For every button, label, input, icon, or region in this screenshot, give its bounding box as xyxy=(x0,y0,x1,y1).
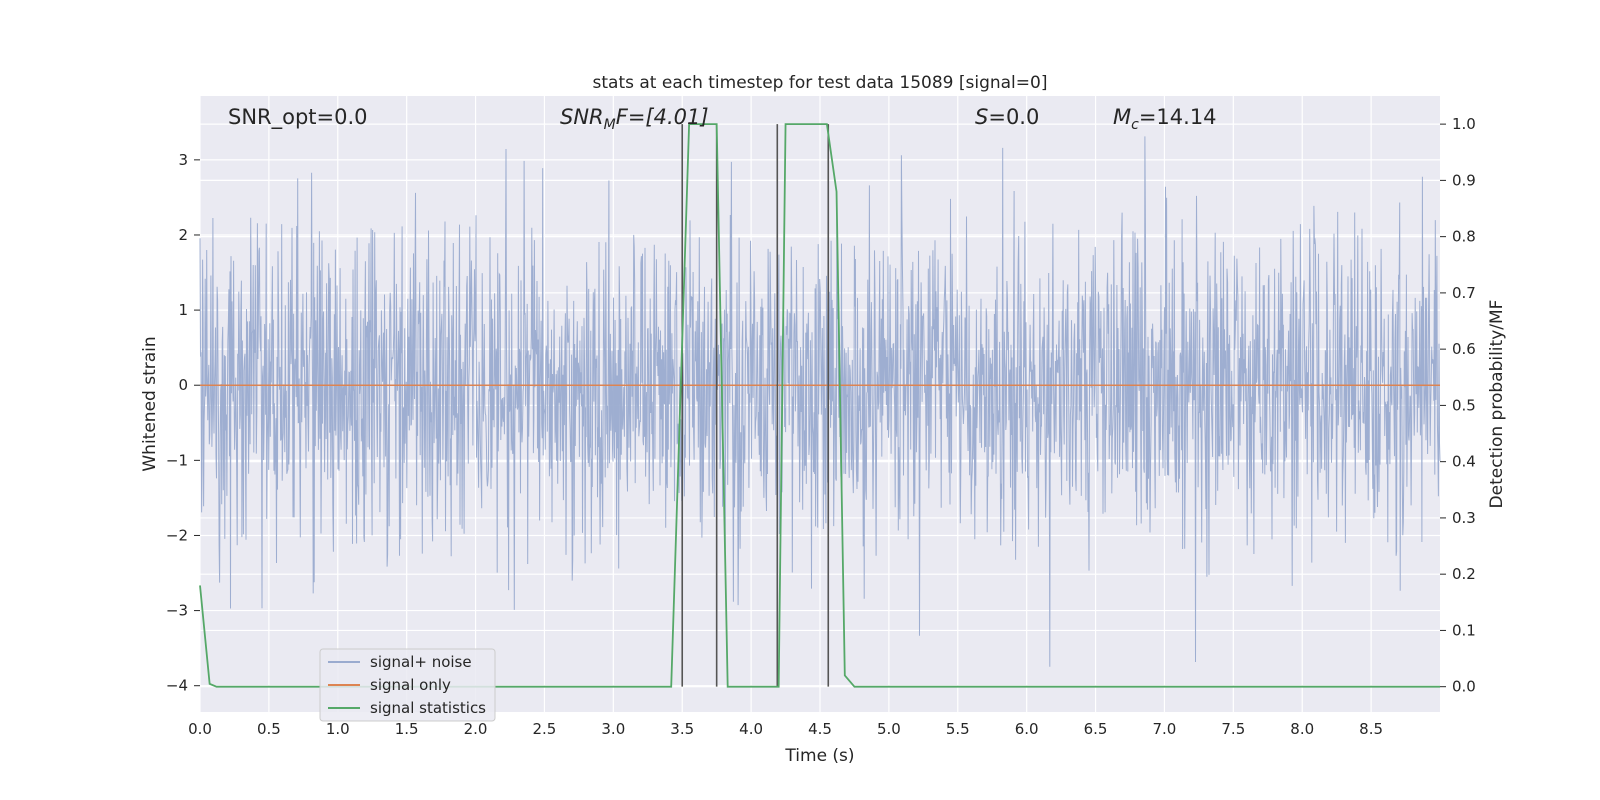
legend-label-signal-noise: signal+ noise xyxy=(370,653,472,671)
x-tick-label: 6.0 xyxy=(1015,720,1039,738)
x-tick-label: 0.0 xyxy=(188,720,212,738)
noise-line xyxy=(199,136,1441,667)
x-tick-label: 8.5 xyxy=(1359,720,1383,738)
vertical-markers xyxy=(681,124,830,687)
y-tick-label-left: 0 xyxy=(178,376,188,394)
annotation-mc-main: M xyxy=(1113,105,1131,129)
annotation-s-rest: =0.0 xyxy=(988,105,1039,129)
y-tick-label-right: 0.6 xyxy=(1452,340,1476,358)
legend-label-signal-only: signal only xyxy=(370,676,451,694)
x-tick-label: 0.5 xyxy=(257,720,281,738)
annotation-snr-opt: SNR_opt=0.0 xyxy=(228,105,368,130)
x-tick-label: 5.5 xyxy=(946,720,970,738)
y-tick-label-right: 1.0 xyxy=(1452,115,1476,133)
y-tick-label-left: 1 xyxy=(178,301,188,319)
legend-box xyxy=(319,648,496,722)
annotation-mc: Mc=14.14 xyxy=(1113,105,1217,133)
series-signal-noise xyxy=(199,136,1441,667)
legend: signal+ noise signal only signal statist… xyxy=(319,648,496,722)
y-tick-label-left: −1 xyxy=(166,451,188,469)
x-tick-label: 4.5 xyxy=(808,720,832,738)
annotation-mc-sub: c xyxy=(1131,117,1139,133)
y-tick-label-right: 0.3 xyxy=(1452,509,1476,527)
x-tick-label: 3.0 xyxy=(601,720,625,738)
y-tick-label-right: 0.5 xyxy=(1452,396,1476,414)
annotation-s-main: S xyxy=(975,105,988,129)
chart-title: stats at each timestep for test data 150… xyxy=(593,73,1048,93)
y-tick-label-right: 0.2 xyxy=(1452,565,1476,583)
signal-statistics-line xyxy=(199,123,1440,688)
annotation-snr-mf: SNRMF=[4.01] xyxy=(560,105,709,133)
x-tick-label: 7.0 xyxy=(1153,720,1177,738)
series-signal-statistics xyxy=(199,123,1440,688)
x-tick-label: 4.0 xyxy=(739,720,763,738)
x-tick-label: 2.5 xyxy=(533,720,557,738)
x-tick-label: 8.0 xyxy=(1290,720,1314,738)
x-tick-label: 6.5 xyxy=(1084,720,1108,738)
x-tick-label: 5.0 xyxy=(877,720,901,738)
x-tick-label: 1.0 xyxy=(326,720,350,738)
annotation-s: S=0.0 xyxy=(975,105,1039,129)
x-axis-label: Time (s) xyxy=(784,746,854,766)
annotation-snr-mf-rest: F=[4.01] xyxy=(616,105,709,129)
y-tick-label-right: 0.0 xyxy=(1452,678,1476,696)
y-tick-label-left: 3 xyxy=(178,151,188,169)
annotation-snr-mf-sub: M xyxy=(604,117,616,133)
y-tick-label-left: 2 xyxy=(178,226,188,244)
y-tick-label-right: 0.1 xyxy=(1452,621,1476,639)
annotation-snr-mf-main: SNR xyxy=(560,105,604,129)
x-tick-label: 7.5 xyxy=(1221,720,1245,738)
tick-labels: 0.0 0.5 1.0 1.5 2.0 2.5 3.0 3.5 4.0 4.5 5.0 5.5 6.0 6… xyxy=(166,115,1476,738)
annotation-mc-rest: =14.14 xyxy=(1139,105,1217,129)
legend-label-signal-statistics: signal statistics xyxy=(370,699,486,717)
x-tick-label: 2.0 xyxy=(464,720,488,738)
x-tick-label: 1.5 xyxy=(395,720,419,738)
y-axis-label-left: Whitened strain xyxy=(140,336,160,471)
y-tick-label-right: 0.8 xyxy=(1452,228,1476,246)
y-tick-label-left: −3 xyxy=(166,602,188,620)
y-tick-label-right: 0.4 xyxy=(1452,453,1476,471)
y-tick-label-left: −4 xyxy=(166,677,188,695)
y-tick-label-right: 0.9 xyxy=(1452,171,1476,189)
y-axis-label-right: Detection probability/MF xyxy=(1487,300,1507,509)
y-tick-label-right: 0.7 xyxy=(1452,284,1476,302)
x-tick-label: 3.5 xyxy=(670,720,694,738)
y-tick-label-left: −2 xyxy=(166,526,188,544)
